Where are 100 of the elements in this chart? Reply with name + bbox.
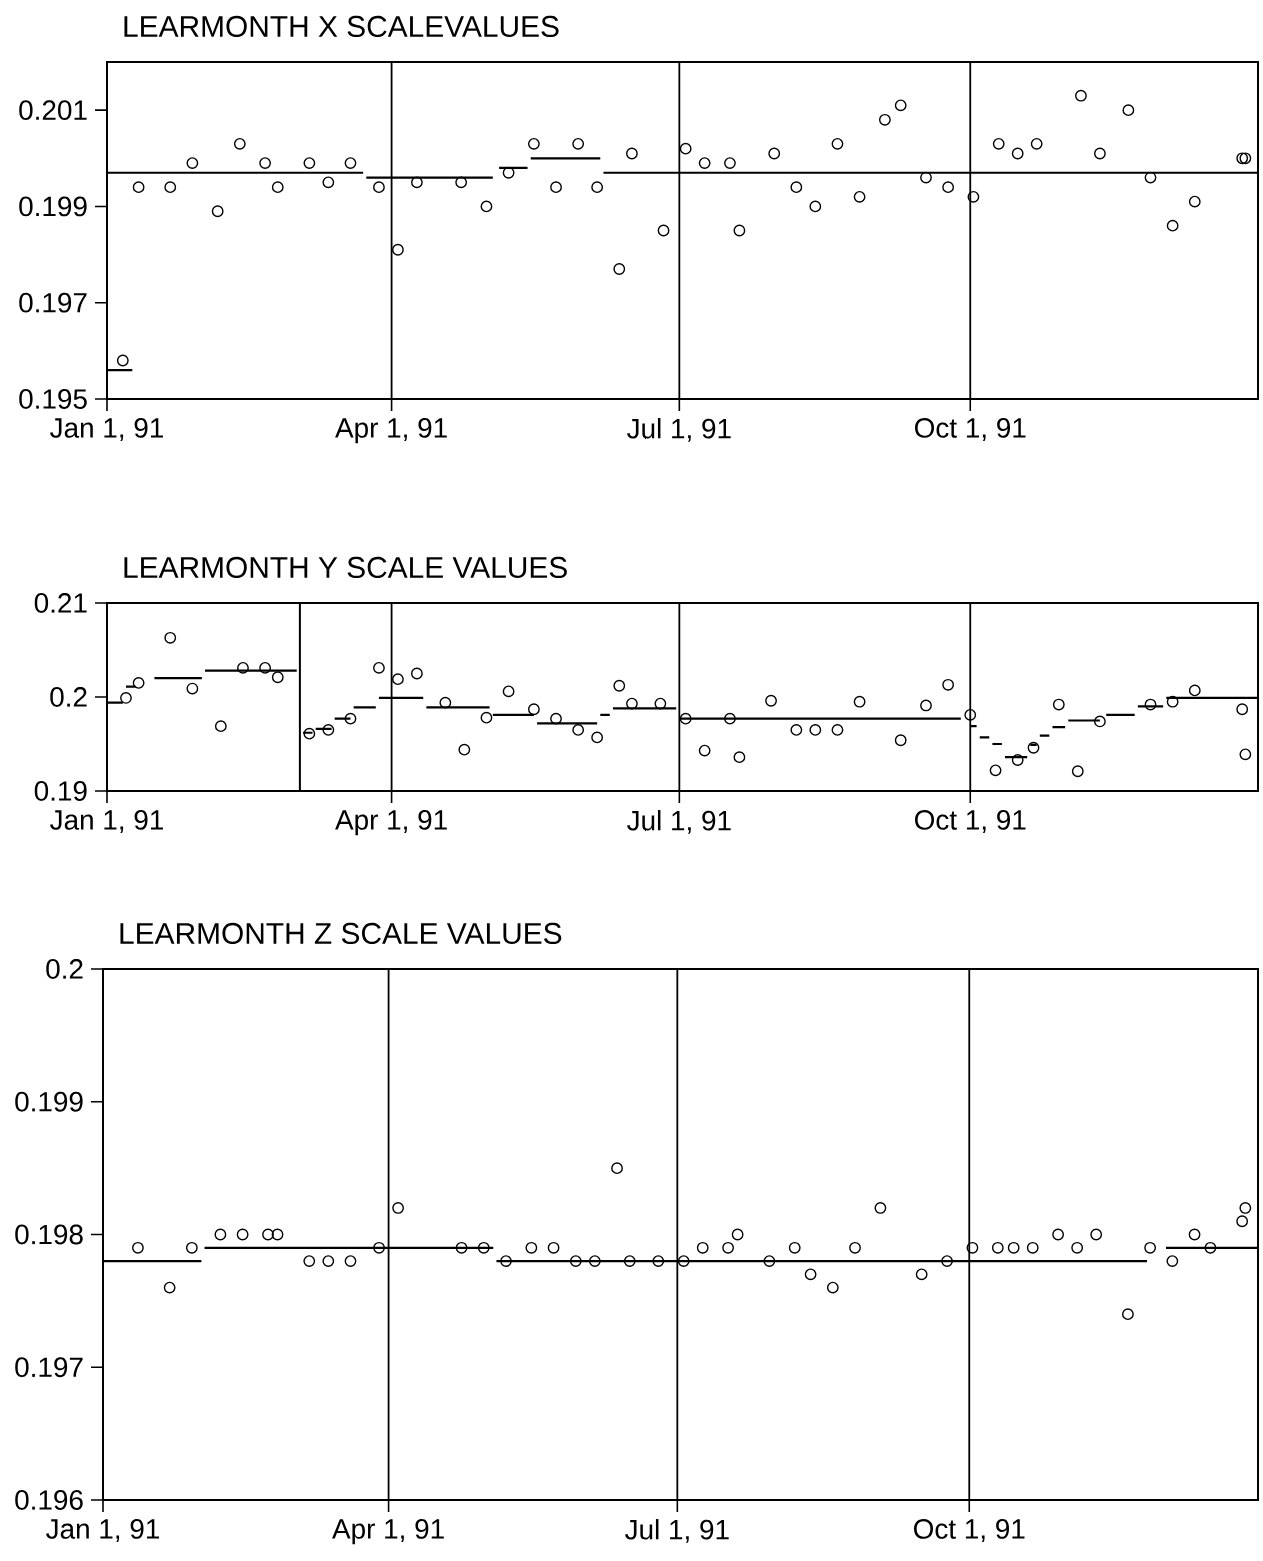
point — [1052, 698, 1065, 711]
y-tick-label: 0.19 — [34, 781, 87, 801]
x-tick-label: Apr 1, 91 — [335, 418, 447, 444]
point — [1144, 698, 1157, 711]
point — [790, 181, 803, 194]
point — [763, 1255, 776, 1267]
point — [132, 677, 145, 689]
point — [920, 171, 932, 184]
point — [116, 354, 129, 367]
point — [410, 176, 423, 189]
point — [236, 1228, 249, 1241]
point — [550, 181, 562, 194]
point — [1090, 1228, 1103, 1241]
point — [502, 685, 515, 698]
y-tick-label: 0.2 — [50, 687, 87, 707]
point — [790, 724, 803, 736]
y-tick-label: 0.198 — [15, 1224, 83, 1245]
point — [211, 205, 224, 218]
point — [989, 764, 1002, 777]
point — [657, 224, 670, 237]
point — [1094, 715, 1106, 728]
point — [768, 147, 781, 160]
point — [1236, 703, 1249, 716]
point — [262, 1228, 274, 1241]
point — [1166, 695, 1179, 708]
point — [392, 1202, 404, 1214]
point — [373, 181, 385, 194]
x-tick-label: Oct 1, 91 — [914, 810, 1026, 834]
point — [874, 1202, 887, 1214]
point — [652, 1255, 665, 1267]
point — [611, 1162, 623, 1175]
point — [591, 731, 604, 744]
point — [1052, 1228, 1064, 1241]
point — [392, 673, 404, 686]
y-tick-label: 0.197 — [19, 292, 87, 313]
point — [1075, 89, 1087, 102]
point — [547, 1241, 560, 1254]
point — [831, 137, 844, 150]
point — [132, 181, 145, 194]
point — [1030, 137, 1043, 150]
point — [964, 708, 977, 721]
point — [120, 692, 132, 704]
point — [992, 137, 1005, 150]
point — [696, 1241, 709, 1254]
point — [724, 712, 736, 725]
point — [132, 1241, 144, 1254]
x-tick-label: Jan 1, 91 — [46, 1519, 159, 1543]
point — [1026, 1241, 1039, 1254]
point — [724, 157, 736, 170]
point — [1122, 1308, 1134, 1321]
point — [164, 181, 177, 194]
point — [550, 712, 562, 725]
point — [991, 1241, 1004, 1254]
point — [677, 1255, 690, 1267]
point — [591, 181, 604, 194]
point — [626, 697, 638, 710]
point — [941, 1255, 953, 1267]
x-tick-label: Jul 1, 91 — [627, 418, 731, 442]
point — [572, 137, 585, 150]
point — [572, 724, 585, 736]
x-tick-label: Apr 1, 91 — [332, 1519, 444, 1545]
y-tick-label: 0.197 — [15, 1357, 83, 1378]
point — [849, 1241, 861, 1254]
x-tick-label: Jul 1, 91 — [625, 1519, 729, 1543]
point — [1144, 171, 1157, 184]
point — [623, 1255, 636, 1267]
point — [613, 263, 626, 275]
x-tick-label: Oct 1, 91 — [914, 418, 1026, 442]
y-tick-label: 0.195 — [19, 389, 87, 409]
point — [502, 166, 515, 179]
point — [344, 712, 357, 725]
x-tick-label: Jan 1, 91 — [50, 418, 163, 442]
point — [1239, 1202, 1252, 1214]
point — [722, 1241, 734, 1254]
point — [233, 137, 246, 150]
point — [679, 142, 692, 155]
point — [525, 1241, 538, 1254]
chart-title: LEARMONTH Y SCALE VALUES — [124, 556, 567, 579]
point — [788, 1241, 801, 1254]
point — [679, 712, 692, 725]
point — [480, 200, 493, 213]
point — [831, 724, 844, 736]
point — [527, 137, 540, 150]
point — [878, 113, 891, 126]
point — [1094, 147, 1106, 160]
point — [698, 157, 711, 170]
point — [1011, 147, 1024, 160]
y-tick-label: 0.2 — [46, 959, 83, 979]
point — [915, 1268, 928, 1281]
point — [1188, 195, 1201, 208]
point — [698, 744, 711, 757]
chart-title: LEARMONTH X SCALEVALUES — [124, 15, 559, 38]
point — [942, 678, 955, 691]
point — [626, 147, 638, 160]
point — [1188, 684, 1201, 697]
point — [322, 1255, 335, 1267]
y-tick-label: 0.196 — [15, 1490, 83, 1510]
point — [894, 99, 907, 112]
point — [1122, 104, 1135, 117]
point — [410, 667, 423, 680]
